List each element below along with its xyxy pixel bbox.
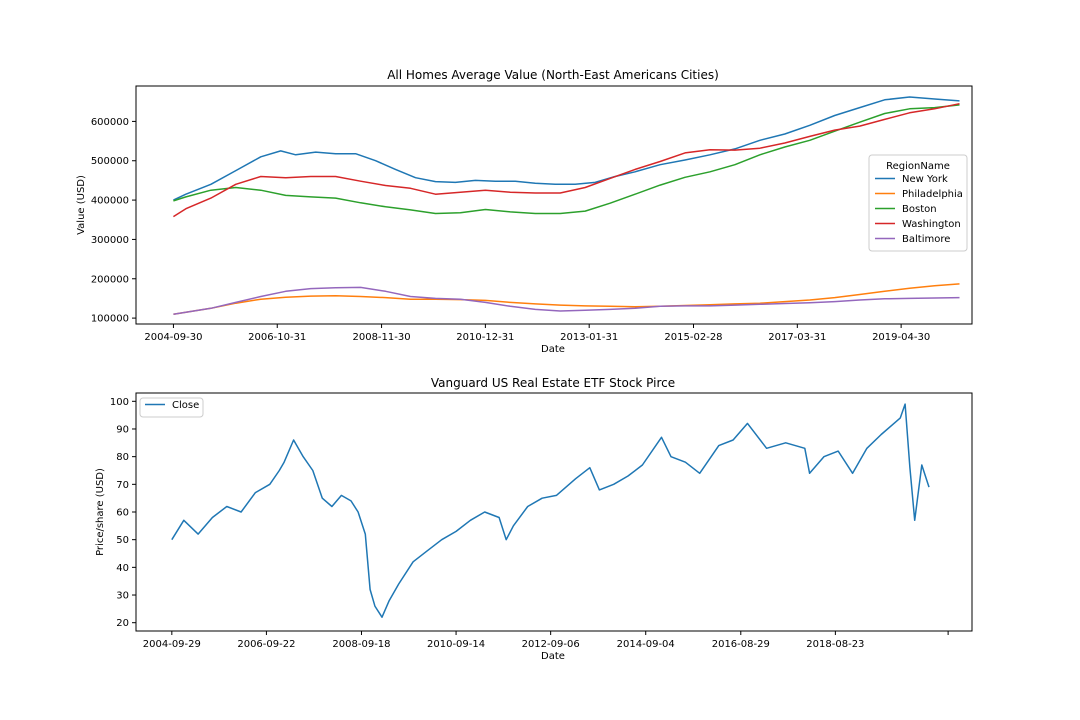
legend-entry: Philadelphia	[902, 189, 963, 200]
series-line-new-york	[173, 96, 960, 201]
legend-frame	[139, 397, 204, 418]
legend-entry: Boston	[902, 204, 937, 215]
home-values-chart: All Homes Average Value (North-East Amer…	[76, 68, 973, 355]
y-tick-label: 50	[116, 535, 129, 546]
x-tick-label: 2008-09-18	[332, 639, 390, 650]
x-tick-label: 2010-12-31	[456, 332, 514, 343]
y-axis: 100000 200000 300000 400000 500000 600000	[91, 117, 136, 325]
legend-entry: Baltimore	[902, 234, 950, 245]
y-tick-label: 100000	[91, 314, 129, 325]
y-tick-label: 30	[116, 591, 129, 602]
x-axis-label: Date	[541, 344, 565, 355]
x-tick-label: 2006-10-31	[248, 332, 306, 343]
y-tick-label: 500000	[91, 156, 129, 167]
series-layer	[172, 96, 960, 315]
etf-price-chart: Vanguard US Real Estate ETF Stock Pirce …	[95, 376, 973, 662]
plot-area	[135, 85, 973, 325]
x-tick-label: 2013-01-31	[560, 332, 618, 343]
y-tick-label: 200000	[91, 274, 129, 285]
series-line-close	[171, 403, 930, 618]
y-tick-label: 400000	[91, 196, 129, 207]
x-tick-label: 2012-09-06	[522, 639, 580, 650]
legend-title: RegionName	[886, 161, 950, 172]
y-tick-label: 80	[116, 452, 129, 463]
y-tick-label: 90	[116, 424, 129, 435]
y-tick-label: 60	[116, 508, 129, 519]
y-tick-label: 20	[116, 618, 129, 629]
x-tick-label: 2004-09-30	[144, 332, 202, 343]
x-tick-label: 2004-09-29	[143, 639, 201, 650]
y-axis-label: Price/share (USD)	[95, 468, 106, 556]
y-tick-label: 100	[110, 397, 129, 408]
y-tick-label: 300000	[91, 235, 129, 246]
series-line-washington	[172, 102, 960, 218]
x-tick-label: 2010-09-14	[427, 639, 485, 650]
x-axis: 2004-09-29 2006-09-22 2008-09-18 2010-09-14…	[143, 631, 949, 650]
legend-entry: Close	[172, 400, 199, 411]
chart-title: Vanguard US Real Estate ETF Stock Pirce	[431, 376, 675, 390]
legend-entry: New York	[902, 174, 948, 185]
x-tick-label: 2008-11-30	[352, 332, 410, 343]
series-line-baltimore	[173, 286, 960, 315]
y-axis-label: Value (USD)	[76, 175, 87, 235]
x-tick-label: 2006-09-22	[237, 639, 295, 650]
y-tick-label: 70	[116, 480, 129, 491]
x-tick-label: 2018-08-23	[806, 639, 864, 650]
y-axis: 20 30 40 50 60 70 80 90 100	[110, 397, 136, 629]
x-tick-label: 2016-08-29	[712, 639, 770, 650]
legend-items: Close	[145, 400, 199, 411]
x-axis-label: Date	[541, 651, 565, 662]
legend: RegionName New York Philadelphia Boston Was…	[868, 154, 968, 252]
legend-items: New York Philadelphia Boston Washington Balt…	[875, 174, 963, 245]
x-tick-label: 2017-03-31	[768, 332, 826, 343]
x-tick-label: 2019-04-30	[872, 332, 930, 343]
x-tick-label: 2015-02-28	[664, 332, 722, 343]
x-axis: 2004-09-30 2006-10-31 2008-11-30 2010-12-31…	[144, 324, 930, 343]
y-tick-label: 600000	[91, 117, 129, 128]
series-layer	[171, 403, 930, 618]
series-line-philadelphia	[173, 283, 960, 315]
legend-entry: Washington	[902, 219, 961, 230]
y-tick-label: 40	[116, 563, 129, 574]
series-line-boston	[173, 104, 960, 215]
legend: Close	[139, 397, 204, 418]
chart-title: All Homes Average Value (North-East Amer…	[387, 68, 719, 82]
x-tick-label: 2014-09-04	[617, 639, 675, 650]
